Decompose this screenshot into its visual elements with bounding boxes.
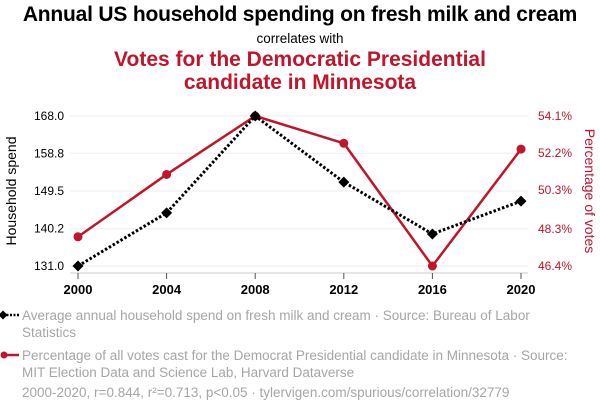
right-tick-label: 50.3% (538, 183, 572, 197)
chart-subtitle: Votes for the Democratic Presidential ca… (114, 48, 486, 94)
data-point-circle (427, 261, 437, 271)
right-tick-label: 52.2% (538, 146, 572, 160)
right-axis-label: Percentage of votes (582, 129, 598, 254)
left-tick-label: 140.2 (34, 222, 64, 236)
x-axis: 2000 2004 2008 2012 2016 2020 (64, 272, 536, 297)
x-tick-label: 2020 (507, 282, 536, 297)
chart-connector-text: correlates with (256, 31, 344, 46)
series-line (77, 114, 522, 268)
left-tick-label: 158.8 (34, 146, 64, 160)
x-tick-label: 2012 (329, 282, 358, 297)
data-point-diamond (161, 207, 173, 219)
left-tick-label: 131.0 (34, 259, 64, 273)
legend-label: Percentage of all votes cast for the Dem… (22, 348, 568, 380)
right-tick-label: 54.1% (538, 109, 572, 123)
correlation-footer: 2000-2020, r=0.844, r²=0.713, p<0.05 · t… (22, 385, 510, 400)
left-tick-label: 149.5 (34, 184, 64, 198)
data-point-diamond (249, 110, 261, 122)
right-tick-label: 48.3% (538, 222, 572, 236)
legend-marker-diamond-dotted-icon (0, 310, 19, 320)
data-point-circle (162, 169, 172, 179)
data-point-circle (339, 138, 349, 148)
left-axis-label: Household spend (3, 137, 19, 246)
left-tick-label: 168.0 (34, 109, 64, 123)
x-tick-label: 2004 (152, 282, 182, 297)
left-axis: 131.0 140.2 149.5 158.8 168.0 (34, 109, 64, 273)
x-tick-label: 2016 (418, 282, 447, 297)
x-tick-label: 2000 (64, 282, 93, 297)
right-axis: 46.4% 48.3% 50.3% 52.2% 54.1% (538, 109, 572, 273)
data-point-circle (73, 232, 83, 242)
x-tick-label: 2008 (241, 282, 270, 297)
series-line (77, 114, 522, 268)
legend-marker-circle-solid-icon (0, 351, 19, 359)
data-point-diamond (338, 176, 350, 188)
chart-svg: 2000 2004 2008 2012 2016 2020 131.0 140.2 149.5… (3, 109, 598, 297)
chart-title: Annual US household spending on fresh mi… (22, 3, 578, 26)
data-point-diamond (72, 260, 84, 272)
series-layer (72, 110, 527, 272)
series-household-spend (72, 110, 527, 272)
data-point-diamond (515, 195, 527, 207)
legend-label: Average annual household spend on fresh … (22, 308, 530, 340)
right-tick-label: 46.4% (538, 259, 572, 273)
gridlines (70, 115, 528, 267)
data-point-diamond (426, 228, 438, 240)
data-point-circle (516, 144, 526, 154)
